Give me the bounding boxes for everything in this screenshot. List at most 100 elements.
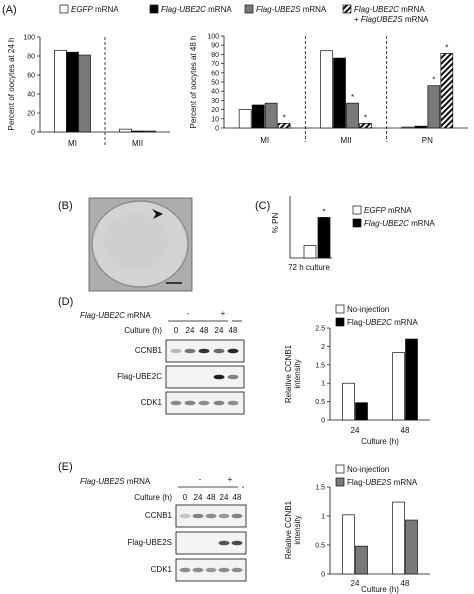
bar — [440, 53, 454, 129]
blot-band — [227, 400, 239, 406]
blot-band — [184, 348, 196, 354]
significance-star: * — [432, 76, 435, 85]
y-axis-title: Relative CCNB1intensity — [284, 344, 302, 403]
blot-header: Flag-UBE2S mRNA — [80, 477, 151, 486]
chart-a1: 0 20 40 60 80 100 MI MII Percent of oocytes at 2… — [7, 35, 170, 148]
bar — [119, 128, 132, 133]
plus-sign: + — [228, 475, 233, 484]
y-tick-label: 30 — [211, 98, 219, 105]
culture-label: Culture (h) — [124, 326, 162, 335]
legend-c: EGFP mRNA Flag-UBE2C mRNA — [352, 205, 435, 228]
legend-swatch — [244, 4, 254, 14]
legend-a: EGFP mRNA Flag-UBE2C mRNA Flag-UBE2S mRNA F… — [59, 4, 429, 24]
blot-strip — [175, 558, 247, 582]
blot-band — [198, 348, 210, 354]
legend-label: EGFP mRNA — [71, 5, 119, 14]
panel-label-b: (B) — [58, 200, 73, 212]
legend-swatch — [352, 218, 362, 228]
blot-band — [213, 400, 225, 406]
y-tick-label: 70 — [211, 61, 219, 68]
y-tick-label: 80 — [211, 52, 219, 59]
blot-row-label: CDK1 — [151, 565, 173, 574]
legend-label: + FlagUBE2S mRNA — [354, 15, 429, 24]
y-tick-label: 10 — [211, 116, 219, 123]
bar — [78, 54, 91, 133]
blot-row-label: CCNB1 — [145, 511, 173, 520]
blot-band — [192, 567, 204, 573]
significance-star: * — [364, 113, 367, 122]
legend-label: Flag-UBE2C mRNA — [354, 5, 425, 14]
lane-label: 24 — [220, 493, 229, 502]
blot-row-label: CCNB1 — [135, 346, 163, 355]
y-tick-label: 0 — [321, 418, 325, 425]
bar — [414, 125, 428, 129]
y-tick-label: 0.5 — [315, 399, 325, 406]
lane-label: 24 — [186, 326, 195, 335]
blot-band — [179, 513, 191, 519]
oocyte-micrograph — [88, 197, 193, 292]
bar — [342, 514, 355, 575]
blot-band — [218, 567, 230, 573]
bar — [277, 123, 291, 129]
blot-band — [218, 540, 230, 546]
plus-sign: + — [221, 309, 226, 318]
y-tick-label: 50 — [211, 80, 219, 87]
x-axis-title: Culture (h) — [361, 585, 399, 594]
blot-band — [213, 348, 225, 354]
bar — [303, 245, 317, 259]
bar — [143, 130, 156, 133]
y-tick-label: 60 — [211, 70, 219, 77]
y-tick-label: 1.5 — [315, 485, 325, 492]
category-label: 48 — [401, 426, 410, 435]
bar — [427, 85, 441, 129]
legend-e: No-injection Flag-UBE2S mRNA — [335, 464, 418, 487]
y-tick-label: 20 — [211, 107, 219, 114]
blot-row-label: Flag-UBE2C — [117, 372, 162, 381]
arrowhead-marker — [152, 209, 163, 219]
lane-label: 48 — [200, 326, 209, 335]
legend-label: Flag-UBE2C mRNA — [364, 219, 435, 228]
blot-band — [231, 567, 243, 573]
bar — [355, 545, 368, 575]
y-tick-label: 1 — [321, 381, 325, 388]
blot-band — [227, 348, 239, 354]
legend-swatch — [149, 4, 159, 14]
bar — [355, 402, 368, 421]
legend-label: Flag-UBE2C mRNA — [161, 5, 232, 14]
blot-band — [179, 567, 191, 573]
legend-label: Flag-UBE2S mRNA — [347, 478, 418, 487]
legend-label: EGFP mRNA — [364, 206, 412, 215]
category-label: 24 — [351, 579, 360, 588]
y-tick-label: 1.5 — [315, 362, 325, 369]
y-axis-title: Relative CCNB1intensity — [284, 500, 302, 559]
bar — [238, 109, 252, 129]
bar — [405, 519, 418, 575]
blot-band — [205, 513, 217, 519]
blot-band — [218, 513, 230, 519]
category-label: MI — [260, 136, 269, 145]
legend-swatch — [352, 205, 362, 215]
y-tick-label: 100 — [23, 35, 35, 42]
x-axis-title: Culture (h) — [361, 437, 399, 446]
y-axis-title: % PN — [271, 213, 280, 234]
chart-e: 0 0.5 1 1.5 24 48 Relative CCNB1intensity Cultu… — [284, 485, 430, 594]
bar — [54, 49, 67, 133]
blot-strip — [175, 531, 247, 555]
blot-band — [231, 540, 243, 546]
category-label: MII — [340, 136, 351, 145]
y-tick-label: 0 — [31, 130, 35, 137]
legend-swatch — [335, 317, 345, 327]
legend-swatch — [335, 304, 345, 314]
panel-label-d: (D) — [58, 296, 73, 308]
legend-d: No-injection Flag-UBE2C mRNA — [335, 304, 418, 327]
bar — [392, 501, 405, 575]
y-tick-label: 20 — [27, 111, 35, 118]
oocyte-cytoplasm — [104, 214, 168, 270]
blot-strip — [165, 365, 245, 389]
western-blot-d: Flag-UBE2C mRNA - + Culture (h) 0 24 48 24 48 CCN… — [80, 309, 245, 415]
y-tick-label: 0.5 — [315, 543, 325, 550]
bar — [401, 126, 415, 129]
y-tick-label: 2.5 — [315, 326, 325, 333]
significance-star: * — [283, 113, 286, 122]
